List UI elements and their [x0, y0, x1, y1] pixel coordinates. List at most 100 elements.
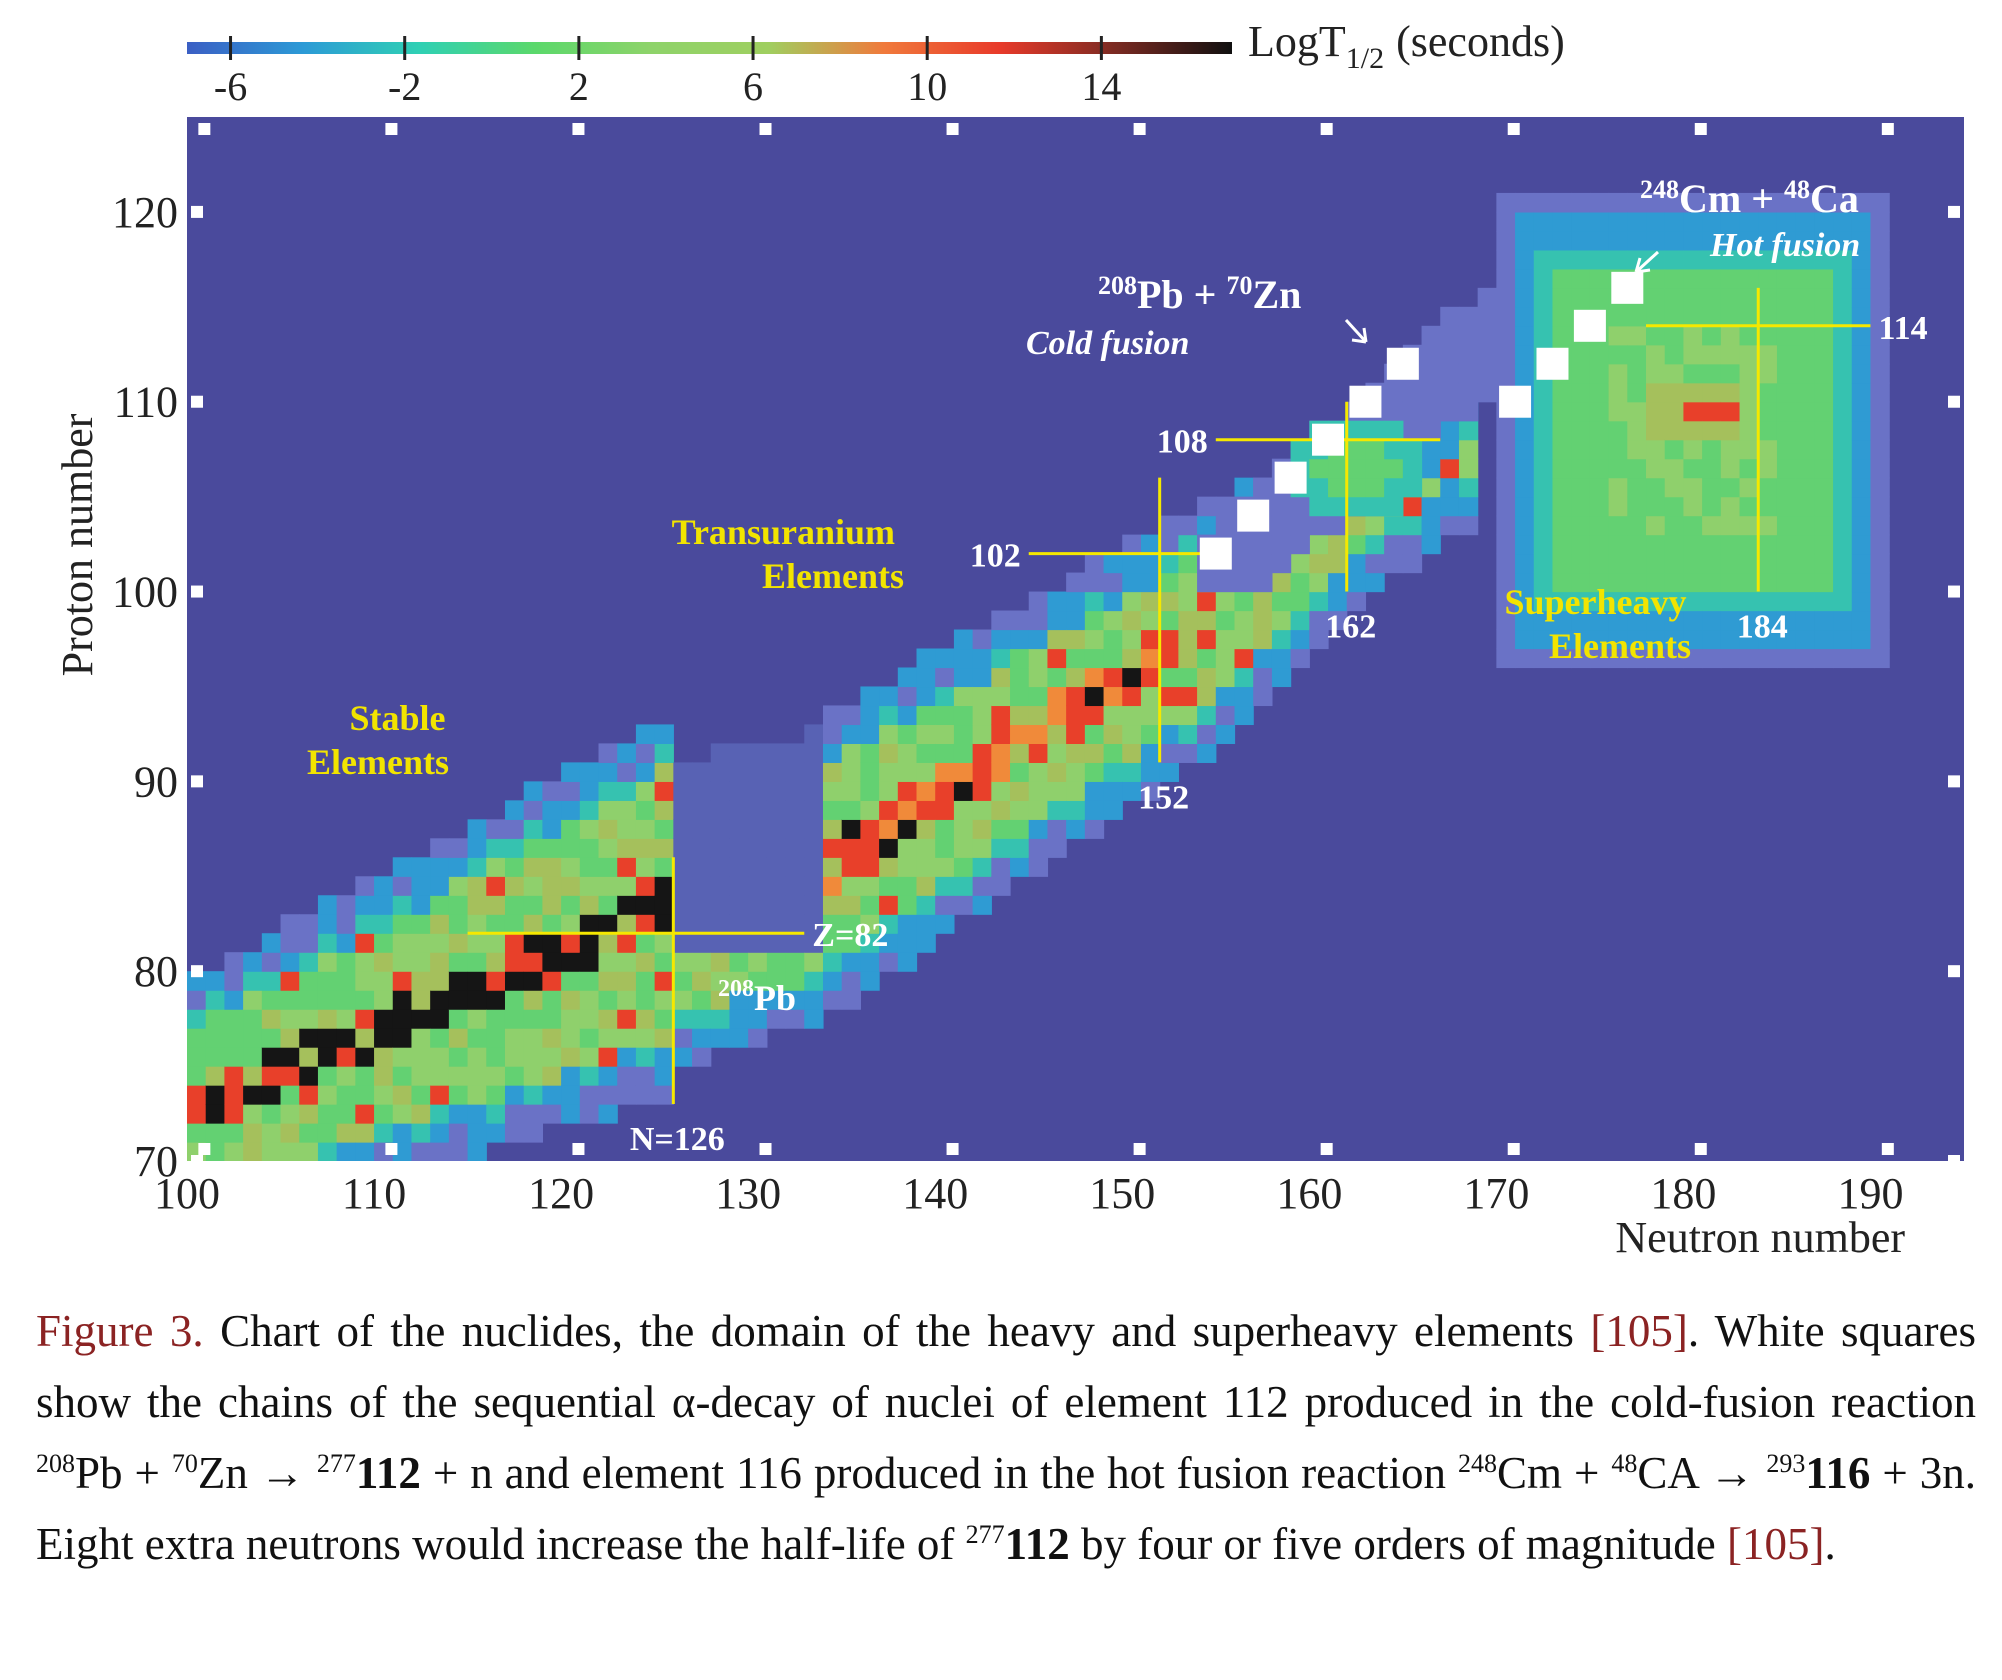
nuclide-cell — [1047, 800, 1067, 820]
nuclide-cell — [766, 762, 787, 782]
nuclide-cell — [1496, 553, 1516, 574]
nuclide-cell — [1122, 534, 1142, 555]
frame-mark — [1694, 123, 1707, 135]
colorbar-tick-label: 10 — [907, 64, 947, 109]
nuclide-cell — [1140, 724, 1161, 744]
nuclide-cell — [561, 1104, 581, 1124]
nuclide-cell — [1533, 192, 1554, 213]
nuclide-cell — [504, 800, 525, 820]
nuclide-cell — [1814, 306, 1834, 327]
nuclide-cell — [1608, 534, 1628, 555]
nuclide-cell — [1627, 553, 1647, 574]
nuclide-cell — [1178, 534, 1198, 555]
nuclide-cell — [243, 1104, 263, 1124]
nuclide-cell — [1851, 458, 1872, 479]
nuclide-cell — [374, 1047, 394, 1067]
nuclide-cell — [1683, 591, 1703, 612]
nuclide-cell — [710, 933, 731, 953]
nuclide-cell — [617, 990, 637, 1010]
nuclide-cell — [1758, 268, 1778, 289]
x-tick-label: 110 — [342, 1169, 406, 1218]
frame-mark — [1507, 1143, 1520, 1155]
nuclide-cell — [1402, 382, 1423, 403]
nuclide-cell — [1159, 572, 1179, 593]
frame-mark — [1881, 1143, 1894, 1155]
nuclide-cell — [1477, 287, 1497, 308]
nuclide-cell — [1795, 534, 1815, 555]
nuclide-cell — [1814, 591, 1834, 612]
nuclide-cell — [1589, 249, 1610, 270]
nuclide-cell — [1833, 496, 1853, 517]
nuclide-cell — [1496, 591, 1516, 612]
nuclide-cell — [561, 800, 581, 820]
nuclide-cell — [1608, 553, 1628, 574]
nuclide-cell — [299, 1104, 319, 1124]
nuclide-cell — [1140, 629, 1161, 650]
nuclide-cell — [523, 1047, 543, 1067]
reference-link[interactable]: [105] — [1727, 1519, 1825, 1569]
nuclide-cell — [860, 781, 880, 801]
nuclide-cell — [598, 952, 618, 972]
nuclide-cell — [1571, 192, 1591, 213]
nuclide-cell — [1253, 572, 1273, 593]
nuclide-cell — [673, 762, 693, 782]
nuclide-cell — [1402, 401, 1423, 422]
nuclide-cell — [1028, 800, 1049, 820]
reference-link[interactable]: [105] — [1590, 1306, 1688, 1356]
nuclide-cell — [523, 933, 543, 953]
nuclide-cell — [1496, 439, 1516, 460]
nuclide-cell — [448, 933, 469, 953]
nuclide-cell — [1010, 819, 1030, 839]
nuclide-cell — [1346, 420, 1367, 441]
nuclide-cell — [879, 895, 899, 915]
nuclide-cell — [617, 1009, 637, 1029]
nuclide-cell — [1028, 724, 1049, 744]
nuclide-cell — [1402, 553, 1423, 574]
nuclide-cell — [205, 971, 226, 991]
nuclide-cell — [1515, 477, 1535, 498]
nuclide-cell — [1103, 629, 1123, 650]
nuclide-cell — [673, 838, 693, 858]
nuclide-cell — [1776, 344, 1797, 365]
nuclide-cell — [1627, 211, 1647, 232]
nuclide-cell — [430, 990, 450, 1010]
nuclide-cell — [673, 971, 693, 991]
nuclide-cell — [561, 781, 581, 801]
nuclide-cell — [1010, 648, 1030, 669]
nuclide-cell — [1646, 553, 1666, 574]
nuclide-cell — [654, 1047, 674, 1067]
nuclide-cell — [692, 914, 712, 934]
nuclide-cell — [897, 895, 918, 915]
nuclide-cell — [972, 705, 992, 726]
nuclide-cell — [1215, 667, 1236, 688]
nuclide-cell — [1795, 306, 1815, 327]
nuclide-cell — [317, 895, 338, 915]
nuclide-cell — [224, 952, 244, 972]
nuclide-cell — [1234, 534, 1254, 555]
nuclide-cell — [1814, 268, 1834, 289]
nuclide-cell — [486, 876, 506, 896]
nuclide-cell — [860, 895, 880, 915]
nuclide-cell — [617, 1047, 637, 1067]
nuclide-cell — [1215, 686, 1236, 707]
x-tick-label: 130 — [715, 1169, 781, 1218]
nuclide-cell — [1814, 534, 1834, 555]
nuclide-cell — [1010, 610, 1030, 631]
nuclide-cell — [1515, 496, 1535, 517]
nuclide-cell — [729, 800, 749, 820]
nuclide-cell — [1028, 743, 1049, 763]
nuclide-cell — [766, 743, 787, 763]
nuclide-cell — [486, 1047, 506, 1067]
nuclide-cell — [1197, 515, 1217, 536]
nuclide-cell — [317, 1085, 338, 1105]
nuclide-cell — [1646, 192, 1666, 213]
nuclide-cell — [243, 1066, 263, 1086]
nuclide-cell — [1814, 496, 1834, 517]
nuclide-cell — [542, 1066, 562, 1086]
nuclide-cell — [542, 952, 562, 972]
nuclide-cell — [1776, 534, 1797, 555]
nuclide-cell — [1851, 268, 1872, 289]
nuclide-cell — [1421, 325, 1441, 346]
nuclide-cell — [336, 1066, 356, 1086]
nuclide-cell — [1533, 211, 1554, 232]
